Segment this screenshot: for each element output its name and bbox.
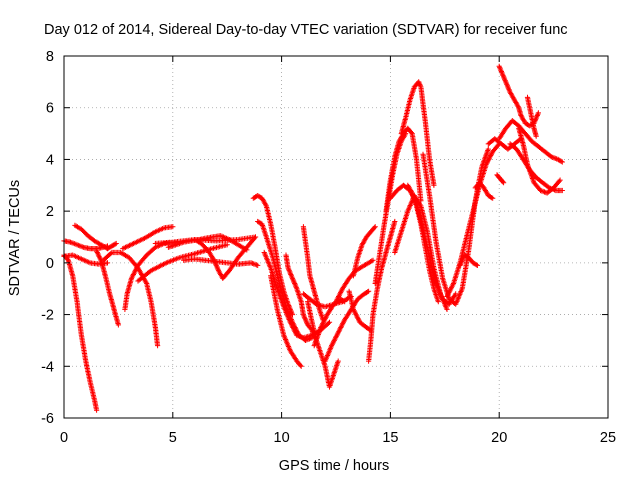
y-tick-label: -2 — [41, 308, 54, 324]
data-point — [558, 158, 564, 164]
data-point — [366, 288, 372, 294]
data-point — [533, 133, 539, 139]
data-point — [431, 182, 437, 188]
y-tick-label: 2 — [46, 204, 54, 220]
data-point — [325, 320, 331, 326]
y-tick-label: 0 — [46, 256, 54, 272]
data-point — [408, 189, 414, 195]
data-point — [252, 234, 259, 240]
data-point — [485, 146, 491, 152]
series-arc-37 — [472, 180, 496, 201]
data-point — [335, 358, 341, 364]
data-point — [115, 322, 121, 328]
plot-frame — [63, 55, 609, 419]
series-arc-08 — [120, 224, 176, 252]
data-point — [392, 218, 398, 225]
series-arc-14 — [250, 193, 296, 318]
y-tick-label: 4 — [46, 152, 54, 168]
data-point — [64, 256, 71, 262]
data-point — [500, 179, 506, 185]
y-axis-label: SDTVAR / TECUs — [7, 180, 23, 296]
data-point — [489, 195, 495, 201]
data-point — [170, 224, 176, 230]
series-arc-40 — [496, 118, 565, 165]
data-point — [113, 240, 119, 247]
series-arc-32 — [392, 193, 450, 312]
data-point — [490, 195, 496, 201]
data-point — [365, 289, 371, 295]
series-arc-42 — [516, 125, 563, 196]
data-point — [326, 319, 333, 325]
series-arc-38 — [485, 136, 524, 152]
data-point — [251, 235, 258, 241]
series-arc-17 — [268, 273, 304, 369]
series-arc-36 — [457, 252, 480, 268]
x-tick-label: 0 — [60, 430, 68, 446]
data-point — [104, 260, 111, 266]
series-arc-18 — [283, 252, 317, 341]
data-point — [255, 262, 261, 268]
series-arc-01 — [61, 252, 100, 413]
data-point — [557, 177, 563, 183]
y-tick-label: 8 — [46, 49, 54, 65]
data-point — [444, 306, 450, 312]
y-tick-label: -6 — [41, 411, 54, 427]
series-arc-25 — [346, 288, 374, 333]
series-arc-03 — [61, 252, 111, 267]
x-tick-label: 25 — [600, 430, 616, 446]
x-axis-label: GPS time / hours — [279, 458, 389, 474]
data-point — [298, 363, 304, 369]
data-point — [370, 257, 376, 263]
series-arc-30 — [398, 79, 437, 188]
x-tick-label: 5 — [169, 430, 177, 446]
data-point — [408, 129, 414, 136]
series-arc-10 — [135, 242, 230, 284]
data-point — [473, 262, 479, 268]
data-point — [435, 299, 441, 305]
data-point — [457, 262, 463, 268]
series-arc-44 — [494, 172, 507, 186]
series-arc-23 — [322, 288, 372, 364]
data-point — [372, 224, 378, 230]
series-arc-13 — [192, 234, 259, 281]
data-point — [559, 187, 565, 194]
series-arc-20 — [305, 299, 341, 390]
series-arc-29 — [383, 125, 424, 214]
data-point — [503, 79, 509, 85]
data-point — [94, 407, 100, 413]
data-point — [297, 362, 303, 368]
data-point — [224, 242, 230, 248]
x-tick-label: 15 — [382, 430, 398, 446]
plot-series — [61, 63, 565, 413]
data-point — [501, 180, 507, 186]
y-tick-label: -4 — [41, 359, 54, 375]
data-point — [474, 262, 480, 268]
chart-title: Day 012 of 2014, Sidereal Day-to-day VTE… — [44, 22, 568, 38]
series-arc-04 — [72, 222, 119, 252]
x-tick-label: 10 — [274, 430, 290, 446]
data-point — [556, 178, 562, 184]
axis-ticks: 0 5 10 15 20 25 -6 -4 -2 0 2 4 6 8 — [41, 49, 616, 446]
y-tick-label: 6 — [46, 101, 54, 117]
series-arc-43 — [524, 94, 539, 139]
data-point — [559, 159, 565, 165]
data-point — [301, 314, 307, 320]
data-point — [371, 225, 377, 231]
data-point — [112, 241, 118, 247]
data-point — [535, 110, 541, 116]
data-point — [108, 250, 114, 257]
series-arc-33 — [405, 182, 441, 305]
series-arc-26 — [350, 224, 378, 279]
x-tick-label: 20 — [491, 430, 507, 446]
data-point — [155, 343, 161, 349]
